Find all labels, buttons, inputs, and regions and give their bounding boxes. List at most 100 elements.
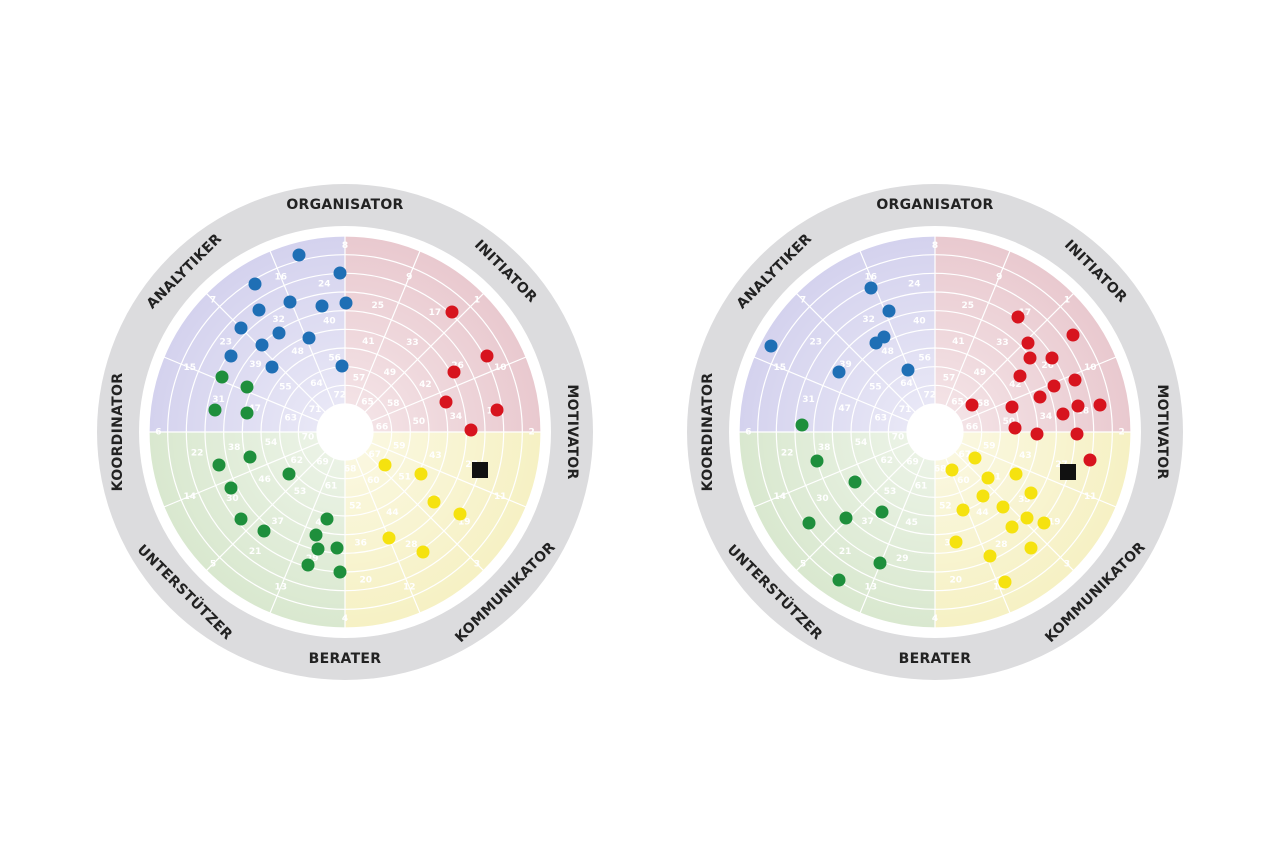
hub xyxy=(323,410,367,454)
sector-line xyxy=(945,457,1011,614)
position-number: 50 xyxy=(1003,417,1016,427)
position-number: 32 xyxy=(272,315,285,325)
position-number: 59 xyxy=(393,442,406,452)
person-dot xyxy=(864,281,878,295)
person-dot xyxy=(1037,516,1051,530)
position-number: 15 xyxy=(184,363,197,373)
position-number: 11 xyxy=(494,492,507,502)
sector-line xyxy=(753,356,910,422)
position-number: 8 xyxy=(342,241,348,251)
sector-line xyxy=(269,250,335,407)
person-dot xyxy=(832,573,846,587)
position-number: 52 xyxy=(349,501,362,511)
person-dot xyxy=(1024,486,1038,500)
person-dot xyxy=(1005,520,1019,534)
person-dot xyxy=(1013,369,1027,383)
person-dot xyxy=(1071,399,1085,413)
role-label: MOTIVATOR xyxy=(1154,384,1170,479)
position-number: 2 xyxy=(529,428,535,438)
person-dot xyxy=(447,365,461,379)
position-number: 5 xyxy=(210,559,216,569)
person-dot xyxy=(445,305,459,319)
role-label: KOORDINATOR xyxy=(110,373,126,492)
position-number: 40 xyxy=(913,317,926,327)
person-dot xyxy=(255,338,269,352)
sector-line xyxy=(954,451,1075,572)
position-number: 31 xyxy=(212,395,225,405)
sector-line xyxy=(753,442,910,508)
sector-line xyxy=(960,442,1117,508)
position-number: 60 xyxy=(957,476,970,486)
position-number: 57 xyxy=(943,373,956,383)
person-dot xyxy=(848,475,862,489)
person-dot xyxy=(1056,407,1070,421)
person-dot xyxy=(265,360,279,374)
position-number: 36 xyxy=(354,538,367,548)
person-dot xyxy=(416,545,430,559)
position-number: 41 xyxy=(952,337,965,347)
position-number: 23 xyxy=(809,338,822,348)
position-number: 53 xyxy=(294,487,307,497)
position-number: 70 xyxy=(892,433,905,443)
person-dot xyxy=(795,418,809,432)
position-number: 22 xyxy=(781,448,794,458)
sector-line xyxy=(364,292,485,413)
position-number: 70 xyxy=(302,433,315,443)
sector-line xyxy=(205,451,326,572)
position-number: 61 xyxy=(915,482,928,492)
person-dot xyxy=(282,467,296,481)
marker-square xyxy=(472,462,488,478)
position-number: 47 xyxy=(838,404,851,414)
position-number: 3 xyxy=(474,559,480,569)
person-dot xyxy=(875,505,889,519)
person-dot xyxy=(315,299,329,313)
position-number: 62 xyxy=(290,456,303,466)
person-dot xyxy=(839,511,853,525)
position-number: 16 xyxy=(274,272,287,282)
sector-line xyxy=(370,442,527,508)
position-number: 69 xyxy=(906,457,919,467)
position-number: 57 xyxy=(353,373,366,383)
position-number: 44 xyxy=(386,508,399,518)
person-dot xyxy=(1005,400,1019,414)
person-dot xyxy=(224,481,238,495)
sector-line xyxy=(370,356,527,422)
person-dot xyxy=(1023,351,1037,365)
person-dot xyxy=(302,331,316,345)
position-number: 24 xyxy=(318,280,331,290)
person-dot xyxy=(1008,421,1022,435)
person-dot xyxy=(320,512,334,526)
position-number: 1 xyxy=(474,296,480,306)
person-dot xyxy=(996,500,1010,514)
position-number: 67 xyxy=(959,450,972,460)
position-number: 69 xyxy=(316,457,329,467)
sector-line xyxy=(795,451,916,572)
position-number: 38 xyxy=(818,443,831,453)
person-dot xyxy=(240,406,254,420)
position-number: 6 xyxy=(155,428,161,438)
person-dot xyxy=(427,495,441,509)
person-dot xyxy=(1070,427,1084,441)
person-dot xyxy=(208,403,222,417)
position-number: 56 xyxy=(918,354,931,364)
person-dot xyxy=(949,535,963,549)
person-dot xyxy=(981,471,995,485)
position-number: 47 xyxy=(248,404,261,414)
person-dot xyxy=(240,380,254,394)
person-dot xyxy=(901,363,915,377)
position-number: 7 xyxy=(210,296,216,306)
person-dot xyxy=(453,507,467,521)
person-dot xyxy=(869,336,883,350)
person-dot xyxy=(1083,453,1097,467)
position-number: 72 xyxy=(924,391,937,401)
position-number: 52 xyxy=(939,501,952,511)
position-number: 29 xyxy=(896,554,909,564)
person-dot xyxy=(464,423,478,437)
person-dot xyxy=(1011,310,1025,324)
person-dot xyxy=(234,512,248,526)
position-number: 40 xyxy=(323,317,336,327)
position-number: 29 xyxy=(306,554,319,564)
position-number: 39 xyxy=(249,360,262,370)
person-dot xyxy=(1093,398,1107,412)
